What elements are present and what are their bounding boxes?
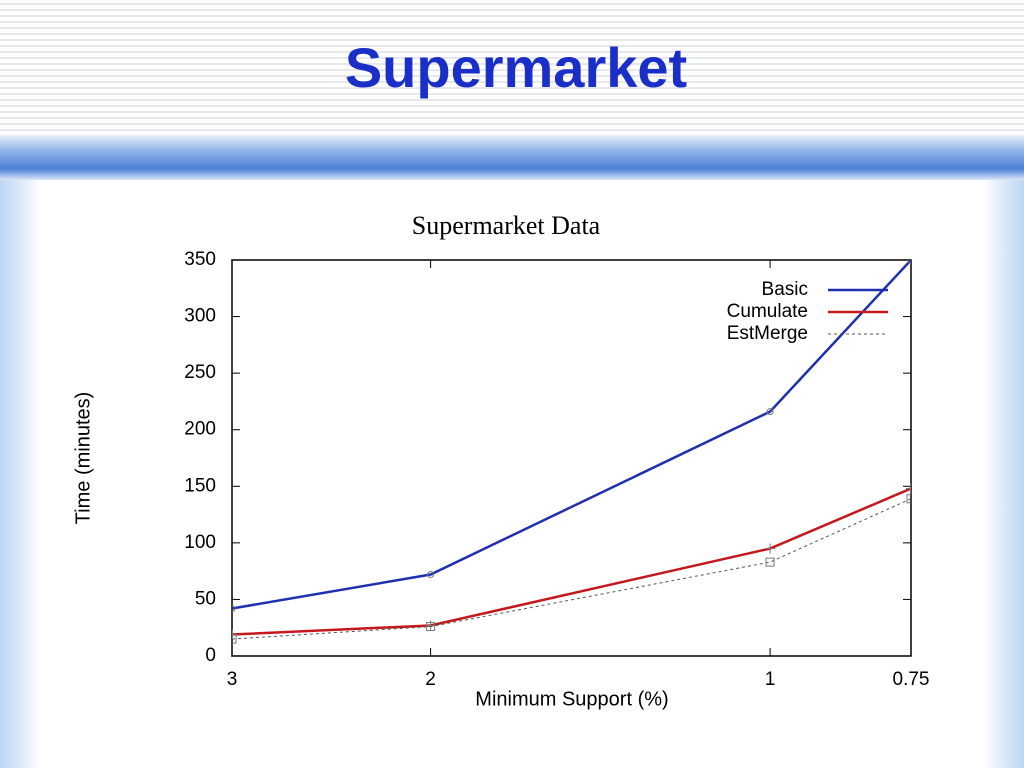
- point: [765, 543, 776, 554]
- series-line: [232, 487, 911, 636]
- point: [906, 483, 911, 494]
- y-tick-label: 100: [184, 532, 216, 553]
- point: [232, 634, 237, 644]
- header-band: [0, 135, 1024, 180]
- x-axis-label: Minimum Support (%): [475, 688, 668, 710]
- chart-title: Supermarket Data: [412, 211, 601, 240]
- legend-label: EstMerge: [727, 323, 808, 344]
- x-tick-label: 2: [425, 669, 436, 690]
- y-tick-label: 250: [184, 362, 216, 383]
- y-tick-label: 350: [184, 249, 216, 270]
- y-tick-label: 0: [205, 645, 216, 666]
- point: [766, 408, 774, 416]
- x-tick-label: 1: [765, 669, 776, 690]
- legend-label: Cumulate: [727, 301, 808, 322]
- y-tick-label: 300: [184, 306, 216, 327]
- plot-frame: [231, 259, 912, 657]
- x-tick-label: 3: [227, 669, 238, 690]
- legend-label: Basic: [762, 279, 808, 300]
- y-tick-label: 150: [184, 475, 216, 496]
- y-tick-label: 50: [195, 588, 216, 609]
- y-axis-label: Time (minutes): [72, 392, 94, 525]
- point: [426, 622, 436, 632]
- y-tick-label: 200: [184, 419, 216, 440]
- point: [232, 629, 237, 640]
- point: [765, 557, 775, 567]
- plot-area: [232, 260, 911, 644]
- slide-title: Supermarket: [345, 36, 687, 99]
- header: [0, 0, 1024, 135]
- x-tick-label: 0.75: [893, 669, 930, 690]
- point: [427, 571, 435, 579]
- point: [906, 494, 911, 504]
- point: [232, 604, 236, 612]
- series-line: [232, 260, 911, 610]
